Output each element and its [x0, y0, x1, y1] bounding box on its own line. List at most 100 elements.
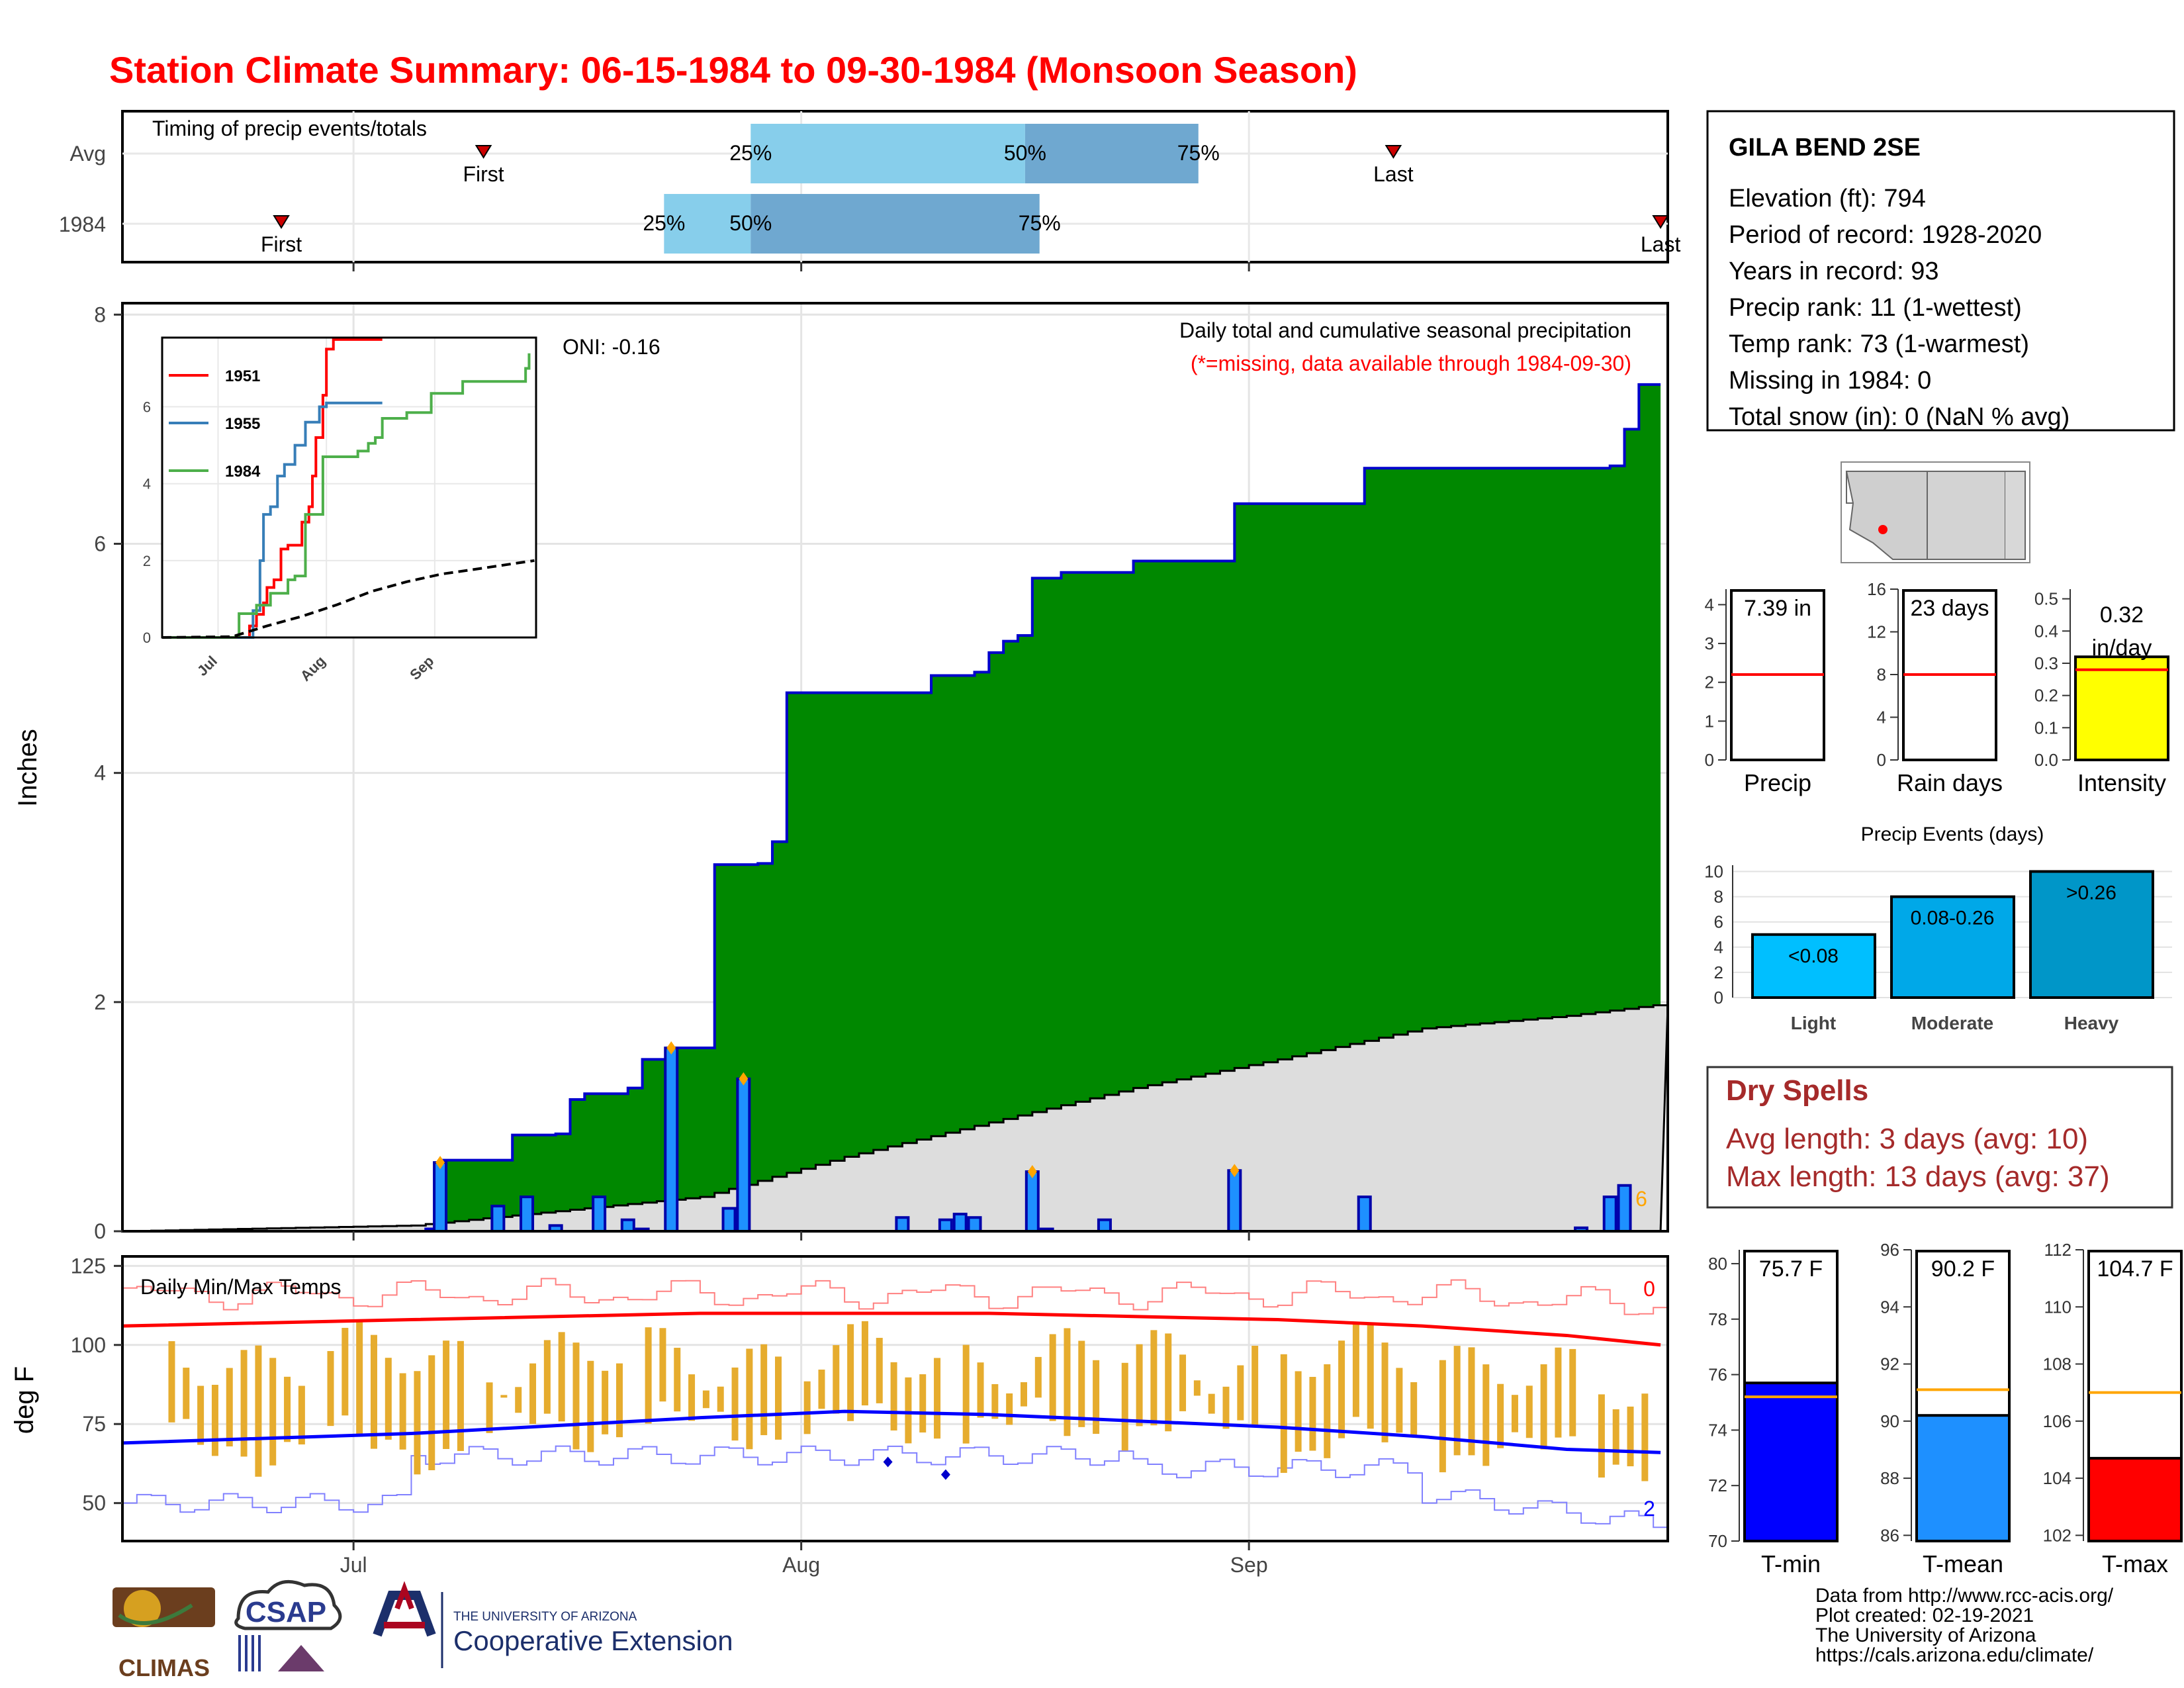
timing-p25-label: 25% — [643, 211, 685, 235]
timing-last-marker — [1652, 215, 1669, 229]
daily-temp-range-bar — [1034, 1356, 1042, 1398]
timing-panel: Timing of precip events/totals Avg 1984 … — [59, 110, 1680, 263]
timing-bar-50-75 — [751, 194, 1040, 254]
daily-temp-range-bar — [905, 1377, 912, 1444]
events-category-label: Light — [1791, 1013, 1836, 1033]
timing-last-marker — [1385, 145, 1402, 159]
inset-legend: 1951 1955 1984 — [169, 367, 261, 481]
texas-border — [2005, 471, 2026, 560]
station-marker — [1878, 525, 1888, 534]
y-tick-label: 6 — [94, 532, 106, 555]
events-category-label: Moderate — [1911, 1013, 1993, 1033]
temp-summary-bar-tmean — [1915, 1414, 2011, 1542]
daily-temp-range-bar — [385, 1358, 392, 1440]
daily-temp-range-bar — [1078, 1340, 1085, 1427]
temp-summary-y-tick-label: 78 — [1708, 1309, 1727, 1329]
precip-y-axis: 0 2 4 6 8 — [94, 303, 122, 1243]
heavy-event-marker — [1230, 1164, 1240, 1178]
timing-p25-label: 25% — [729, 141, 772, 165]
temp-summary-bar-tmin — [1743, 1382, 1839, 1542]
summary-y-tick-label: 0 — [1705, 750, 1714, 770]
shared-x-axis: Jul Aug Sep — [340, 262, 1268, 1577]
timing-last-label: Last — [1373, 162, 1414, 186]
daily-temp-range-bar — [572, 1342, 580, 1450]
summary-intensity-value: 0.32 — [2100, 602, 2144, 628]
temp-summary-y-tick-label: 72 — [1708, 1476, 1727, 1495]
daily-temp-range-bar — [876, 1338, 883, 1403]
temp-summary-bars: 70 72 74 76 78 80 75.7 F T-min 86 88 90 92 94 96 90.2 … — [1708, 1240, 2183, 1577]
events-y-tick-label: 6 — [1714, 912, 1723, 932]
inset-y-tick-label: 2 — [143, 553, 151, 569]
daily-temp-range-bar — [645, 1327, 652, 1424]
daily-temp-range-bar — [341, 1327, 349, 1416]
inset-series-line-1984 — [162, 353, 531, 639]
daily-temp-range-bar — [1193, 1380, 1201, 1396]
summary-y-tick-label: 8 — [1877, 665, 1886, 684]
climas-logo-sun — [124, 1590, 161, 1627]
daily-precip-bar — [1617, 1184, 1632, 1233]
summary-y-tick-label: 16 — [1867, 579, 1886, 599]
daily-precip-bar — [1357, 1196, 1372, 1233]
page-title: Station Climate Summary: 06-15-1984 to 0… — [109, 49, 1357, 91]
x-tick-label: Sep — [1230, 1553, 1268, 1577]
logos: CLIMAS CSAP THE UNIVERSITY OF ARIZONA Co… — [113, 1579, 733, 1681]
daily-temp-range-bar — [284, 1376, 291, 1442]
missing-count-label: 6 — [1635, 1187, 1647, 1211]
ua-logo-line2: Cooperative Extension — [453, 1625, 733, 1656]
daily-temp-range-bar — [1136, 1344, 1143, 1427]
daily-temp-range-bar — [168, 1341, 175, 1423]
y-tick-label: 2 — [94, 990, 106, 1014]
summary-category-label: Precip — [1744, 769, 1811, 796]
timing-p50-label: 50% — [1004, 141, 1046, 165]
daily-precip-bar — [490, 1204, 506, 1233]
inset-average-line — [161, 559, 535, 639]
timing-p75-label: 75% — [1177, 141, 1220, 165]
inset-legend-label: 1955 — [225, 415, 260, 433]
heavy-event-marker — [435, 1156, 445, 1170]
x-tick-label: Aug — [782, 1553, 820, 1577]
timing-p50-label: 50% — [729, 211, 772, 235]
daily-temp-range-bar — [1093, 1360, 1100, 1434]
daily-precip-bar — [433, 1161, 448, 1233]
events-y-tick-label: 0 — [1714, 988, 1723, 1008]
daily-temp-range-bar — [183, 1368, 190, 1419]
precip-frame — [121, 302, 1669, 1233]
daily-temp-range-bar — [543, 1340, 551, 1414]
daily-precip-bar — [1602, 1196, 1617, 1233]
temp-summary-y-tick-label: 76 — [1708, 1365, 1727, 1385]
daily-temp-range-bar — [962, 1344, 970, 1444]
temp-summary-y-tick-label: 70 — [1708, 1531, 1727, 1551]
temp-summary-y-tick-label: 74 — [1708, 1420, 1727, 1440]
station-period: Period of record: 1928-2020 — [1729, 221, 2042, 249]
daily-temp-range-bar — [1381, 1342, 1388, 1442]
daily-temp-range-bar — [977, 1362, 984, 1418]
ua-logo: THE UNIVERSITY OF ARIZONA Cooperative Ex… — [373, 1581, 733, 1668]
cumulative-precip-area — [122, 384, 1661, 1231]
daily-temp-range-bar — [399, 1373, 406, 1450]
events-y-tick-label: 2 — [1714, 962, 1723, 982]
credit-institution: The University of Arizona — [1815, 1624, 2036, 1646]
summary-y-tick-label: 1 — [1705, 711, 1714, 731]
temp-summary-y-tick-label: 94 — [1880, 1297, 1899, 1317]
daily-temp-range-bar — [529, 1363, 537, 1425]
summary-bar-intensity — [2074, 655, 2169, 762]
y-tick-label: 4 — [94, 761, 106, 785]
station-missing: Missing in 1984: 0 — [1729, 367, 1931, 395]
daily-temp-range-bar — [1439, 1360, 1446, 1473]
station-snow: Total snow (in): 0 (NaN % avg) — [1729, 403, 2070, 431]
timing-bar-50-75 — [1024, 124, 1199, 183]
temp-summary-y-tick-label: 108 — [2043, 1354, 2071, 1374]
inset-legend-label: 1951 — [225, 367, 260, 385]
temp-plot-area — [122, 1278, 1668, 1528]
daily-temp-range-bar — [1511, 1395, 1518, 1432]
temp-summary-category-label: T-mean — [1923, 1550, 2003, 1577]
events-bar-light — [1751, 933, 1876, 1000]
new-mexico-shape — [1927, 471, 2006, 560]
timing-first-label: First — [261, 232, 302, 256]
daily-precip-bar — [592, 1196, 607, 1233]
timing-row-label-avg: Avg — [69, 142, 106, 165]
daily-temp-range-bar — [1612, 1409, 1619, 1465]
summary-y-tick-label: 3 — [1705, 633, 1714, 653]
station-years: Years in record: 93 — [1729, 258, 1939, 285]
